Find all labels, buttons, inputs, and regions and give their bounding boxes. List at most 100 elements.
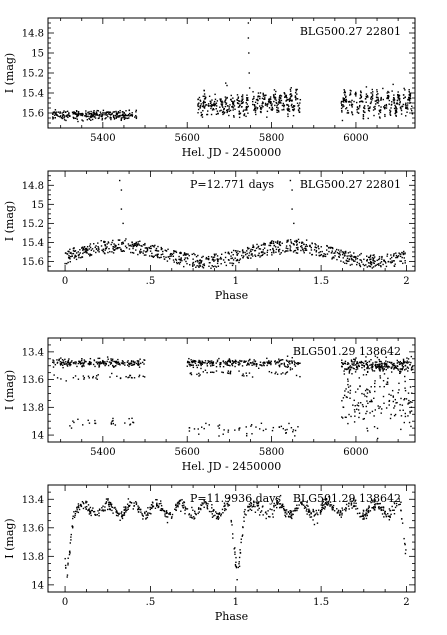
data-point bbox=[378, 258, 381, 260]
data-point bbox=[345, 396, 348, 398]
data-point bbox=[360, 362, 363, 364]
data-point bbox=[109, 111, 111, 113]
data-point bbox=[273, 251, 275, 254]
data-point bbox=[283, 104, 286, 107]
y-tick-label: 15 bbox=[31, 49, 44, 60]
data-point bbox=[410, 102, 412, 104]
data-point bbox=[402, 366, 405, 368]
data-point bbox=[294, 435, 296, 437]
data-point bbox=[406, 360, 408, 362]
data-point bbox=[102, 510, 105, 512]
data-point bbox=[62, 366, 64, 369]
data-point bbox=[137, 253, 139, 256]
data-point bbox=[302, 504, 305, 506]
data-point bbox=[246, 99, 248, 102]
data-point bbox=[294, 91, 297, 94]
data-point bbox=[398, 252, 400, 254]
data-point bbox=[353, 255, 356, 258]
data-point bbox=[85, 250, 88, 252]
data-point bbox=[345, 107, 348, 109]
data-point bbox=[71, 253, 73, 255]
data-point bbox=[197, 254, 199, 257]
data-point bbox=[326, 244, 328, 247]
data-point bbox=[408, 98, 411, 101]
data-point bbox=[294, 362, 296, 364]
data-point bbox=[198, 102, 200, 104]
data-point bbox=[83, 361, 86, 363]
data-point bbox=[160, 505, 163, 507]
data-point bbox=[360, 95, 363, 98]
data-point bbox=[215, 102, 218, 104]
data-point bbox=[287, 107, 289, 109]
y-axis-label: I (mag) bbox=[3, 518, 16, 558]
data-point bbox=[231, 100, 233, 102]
data-point bbox=[124, 114, 126, 116]
data-point bbox=[291, 100, 293, 102]
data-point bbox=[374, 499, 377, 501]
data-point bbox=[211, 259, 214, 261]
data-point bbox=[289, 513, 291, 515]
data-point bbox=[82, 113, 84, 115]
data-point bbox=[136, 244, 139, 246]
data-point bbox=[188, 430, 191, 432]
data-point bbox=[407, 402, 410, 404]
data-point bbox=[347, 362, 349, 364]
data-point bbox=[202, 109, 204, 112]
data-point bbox=[274, 504, 277, 507]
data-point bbox=[220, 253, 223, 255]
data-point bbox=[79, 113, 81, 115]
data-point bbox=[366, 508, 368, 510]
data-point bbox=[222, 106, 224, 108]
data-point bbox=[77, 505, 80, 507]
data-point bbox=[232, 259, 235, 261]
data-point bbox=[111, 360, 114, 362]
data-point bbox=[390, 262, 392, 264]
data-point bbox=[140, 244, 142, 247]
data-point bbox=[107, 241, 110, 243]
data-point bbox=[268, 98, 271, 101]
data-point bbox=[317, 513, 319, 516]
data-point bbox=[98, 117, 100, 119]
data-point bbox=[314, 513, 317, 515]
data-point bbox=[393, 502, 396, 505]
data-point bbox=[251, 253, 253, 255]
data-point bbox=[311, 254, 313, 256]
data-point bbox=[343, 394, 346, 397]
data-point bbox=[291, 99, 293, 101]
data-point bbox=[99, 363, 101, 365]
data-point bbox=[339, 254, 341, 256]
data-point bbox=[276, 111, 278, 114]
data-point bbox=[143, 376, 146, 378]
data-point bbox=[362, 115, 365, 117]
data-point bbox=[87, 504, 90, 506]
data-point bbox=[324, 503, 326, 505]
data-point bbox=[410, 355, 413, 358]
data-point bbox=[279, 94, 281, 97]
data-point bbox=[411, 113, 414, 115]
data-point bbox=[403, 399, 405, 401]
data-point bbox=[337, 249, 340, 251]
data-point bbox=[115, 514, 118, 517]
data-point bbox=[256, 502, 258, 504]
data-point bbox=[365, 405, 367, 408]
data-point bbox=[161, 508, 164, 511]
data-point bbox=[228, 360, 231, 363]
data-point bbox=[199, 99, 201, 101]
data-point bbox=[95, 113, 97, 115]
data-point bbox=[170, 517, 173, 519]
data-point bbox=[173, 250, 175, 252]
data-point bbox=[363, 364, 366, 367]
data-point bbox=[242, 110, 244, 112]
data-point bbox=[135, 501, 137, 503]
data-point bbox=[270, 101, 272, 104]
data-point bbox=[112, 252, 115, 254]
data-point bbox=[278, 243, 280, 245]
data-point bbox=[409, 401, 412, 403]
data-point bbox=[296, 240, 298, 242]
data-point bbox=[296, 248, 299, 250]
data-point bbox=[326, 504, 329, 506]
data-point bbox=[279, 506, 281, 509]
data-point bbox=[212, 107, 214, 110]
data-point bbox=[282, 427, 285, 430]
data-point bbox=[219, 110, 221, 112]
